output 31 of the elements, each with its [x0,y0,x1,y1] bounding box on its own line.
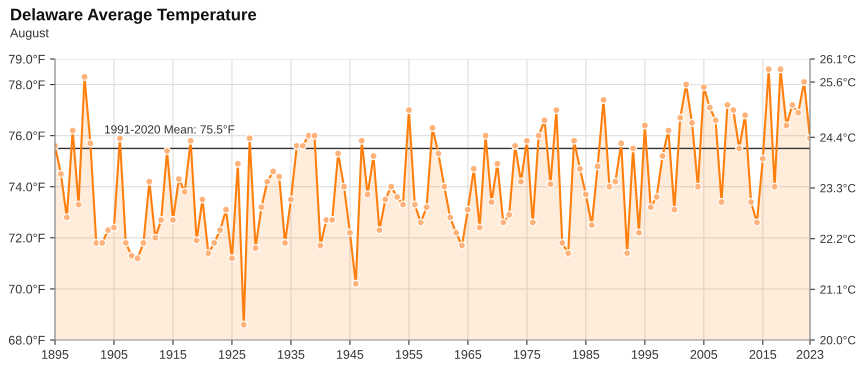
x-tick-label: 1955 [396,350,422,359]
y-tick-label: 79.0°F [8,54,45,64]
chart-subtitle: August [10,28,49,40]
x-tick-label: 1895 [42,350,68,359]
x-tick-label: 2023 [796,350,824,359]
x-tick-label: 1935 [278,350,304,359]
y2-tick-label: 24.4°C [820,133,856,142]
x-tick-label: 1965 [454,350,482,359]
x-tick-label: 2005 [690,350,718,359]
y-tick-label: 72.0°F [8,234,45,242]
y-tick-label: 74.0°F [8,182,45,192]
y2-tick-label: 20.0°C [820,336,856,344]
y-tick-label: 70.0°F [8,284,45,294]
x-tick-label: 1905 [101,350,128,359]
x-tick-label: 2015 [750,350,776,359]
y-tick-label: 78.0°F [8,80,45,90]
x-tick-label: 1985 [572,350,600,359]
chart-title: Delaware Average Temperature [11,8,256,24]
y2-tick-label: 25.6°C [820,78,856,86]
y2-tick-label: 26.1°C [820,55,856,64]
y2-tick-label: 21.1°C [820,285,856,294]
ref-line-label: 1991-2020 Mean: 75.5°F [104,125,234,134]
y-tick-label: 76.0°F [8,131,45,140]
x-tick-label: 1975 [514,350,540,359]
y2-tick-label: 22.2°C [820,234,856,244]
y2-tick-label: 23.3°C [820,184,856,192]
x-tick-label: 1945 [336,350,364,359]
x-tick-label: 1925 [219,350,246,359]
y-tick-label: 68.0°F [8,336,45,345]
x-tick-label: 1995 [632,350,658,359]
x-tick-label: 1915 [160,350,186,359]
